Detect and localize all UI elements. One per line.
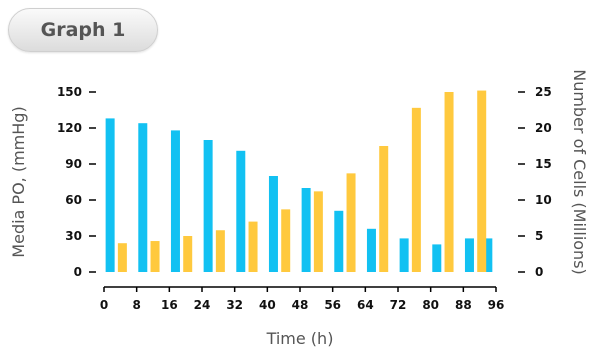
y-right-tick-label: 20 xyxy=(535,121,552,135)
cells-bar xyxy=(313,191,323,272)
cells-bar xyxy=(379,146,389,272)
y-left-tick-label: 90 xyxy=(65,157,82,171)
x-tick-label: 80 xyxy=(422,298,439,312)
po-bar xyxy=(203,140,213,272)
po-bar xyxy=(138,123,148,272)
x-tick-label: 72 xyxy=(390,298,407,312)
graph-tab-button[interactable]: Graph 1 xyxy=(8,8,158,52)
x-tick-label: 8 xyxy=(132,298,140,312)
cells-bar xyxy=(117,243,127,272)
y-left-tick-label: 60 xyxy=(65,193,82,207)
po-bar xyxy=(334,210,344,272)
po-bar xyxy=(236,150,246,272)
graph-tab-label: Graph 1 xyxy=(40,19,126,41)
po-bar xyxy=(105,118,115,273)
cells-bar xyxy=(346,173,356,272)
x-tick-label: 56 xyxy=(324,298,341,312)
y-left-tick-label: 30 xyxy=(65,229,82,243)
po-bar xyxy=(464,238,474,272)
po-bar xyxy=(301,188,311,272)
po-bar xyxy=(399,238,409,272)
po-bar xyxy=(483,238,493,272)
y-right-tick-label: 0 xyxy=(535,265,543,279)
po-bar xyxy=(432,244,442,272)
cells-bar xyxy=(183,236,193,272)
y-right-axis-title: Number of Cells (Millions) xyxy=(570,69,589,275)
x-tick-label: 32 xyxy=(226,298,243,312)
cells-bar xyxy=(444,92,454,272)
y-left-tick-label: 120 xyxy=(57,121,82,135)
x-tick-label: 0 xyxy=(100,298,108,312)
x-tick-label: 88 xyxy=(455,298,472,312)
x-axis-title: Time (h) xyxy=(266,329,334,348)
cells-bar xyxy=(150,241,160,272)
x-tick-label: 16 xyxy=(161,298,178,312)
cells-bar xyxy=(248,221,258,272)
y-right-tick-label: 25 xyxy=(535,85,552,99)
cells-bar xyxy=(477,90,487,272)
x-tick-label: 64 xyxy=(357,298,374,312)
x-tick-label: 40 xyxy=(259,298,276,312)
cells-bar xyxy=(215,230,225,272)
x-tick-label: 96 xyxy=(488,298,505,312)
x-tick-label: 48 xyxy=(292,298,309,312)
y-right-tick-label: 10 xyxy=(535,193,552,207)
y-right-tick-label: 5 xyxy=(535,229,543,243)
y-left-axis-title: Media PO, (mmHg) xyxy=(9,106,28,257)
x-tick-label: 24 xyxy=(194,298,211,312)
cells-bar xyxy=(281,209,291,272)
po-bar xyxy=(268,176,278,272)
y-left-tick-label: 0 xyxy=(74,265,82,279)
y-right-tick-label: 15 xyxy=(535,157,552,171)
po-bar xyxy=(170,130,180,272)
po-bar xyxy=(366,228,376,272)
y-left-tick-label: 150 xyxy=(57,85,82,99)
cells-bar xyxy=(411,107,421,272)
